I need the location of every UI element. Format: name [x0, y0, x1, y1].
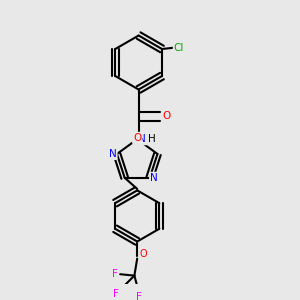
- Text: O: O: [133, 133, 141, 143]
- Text: H: H: [148, 134, 155, 144]
- Text: N: N: [139, 134, 146, 144]
- Text: N: N: [109, 149, 117, 159]
- Text: F: F: [112, 269, 117, 279]
- Text: N: N: [150, 173, 158, 183]
- Text: F: F: [113, 289, 119, 299]
- Text: O: O: [140, 249, 147, 259]
- Text: Cl: Cl: [174, 43, 184, 52]
- Text: O: O: [162, 112, 170, 122]
- Text: F: F: [136, 292, 142, 300]
